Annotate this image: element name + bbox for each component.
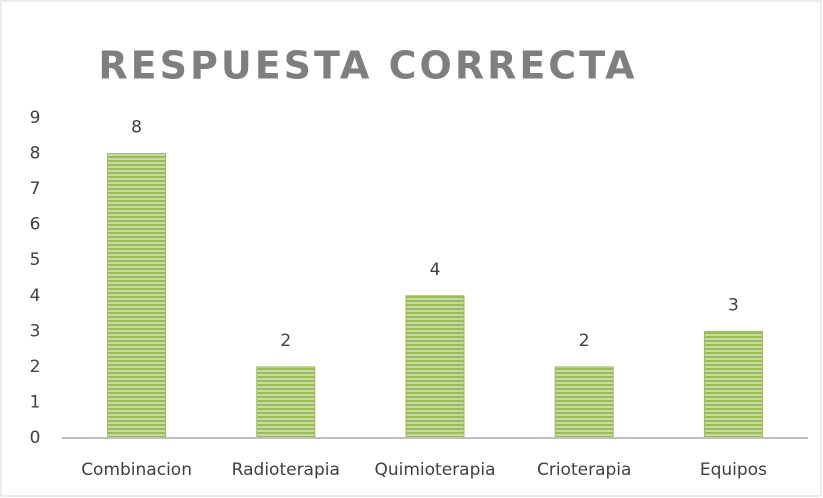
bar [107,153,167,439]
y-tick-label: 0 [30,428,41,448]
data-label: 8 [131,118,142,138]
bar [256,366,316,439]
y-tick-label: 5 [30,250,41,270]
x-tick-label: Combinacion [81,460,192,480]
y-tick-label: 4 [30,286,41,306]
y-tick-label: 8 [30,144,41,164]
y-tick-label: 7 [30,179,41,199]
x-tick-label: Equipos [700,460,767,480]
y-tick-label: 9 [30,108,41,128]
y-tick-label: 6 [30,215,41,235]
data-label: 2 [280,331,291,351]
y-tick-label: 2 [30,357,41,377]
y-tick-label: 1 [30,392,41,412]
data-label: 2 [579,331,590,351]
x-tick-label: Crioterapia [537,460,631,480]
bar [405,295,465,439]
bar [554,366,614,439]
bar [703,330,763,439]
x-tick-label: Radioterapia [232,460,340,480]
data-label: 3 [728,295,739,315]
y-tick-label: 3 [30,321,41,341]
data-label: 4 [430,260,441,280]
x-tick-label: Quimioterapia [374,460,495,480]
chart-title: RESPUESTA CORRECTA [98,44,637,88]
